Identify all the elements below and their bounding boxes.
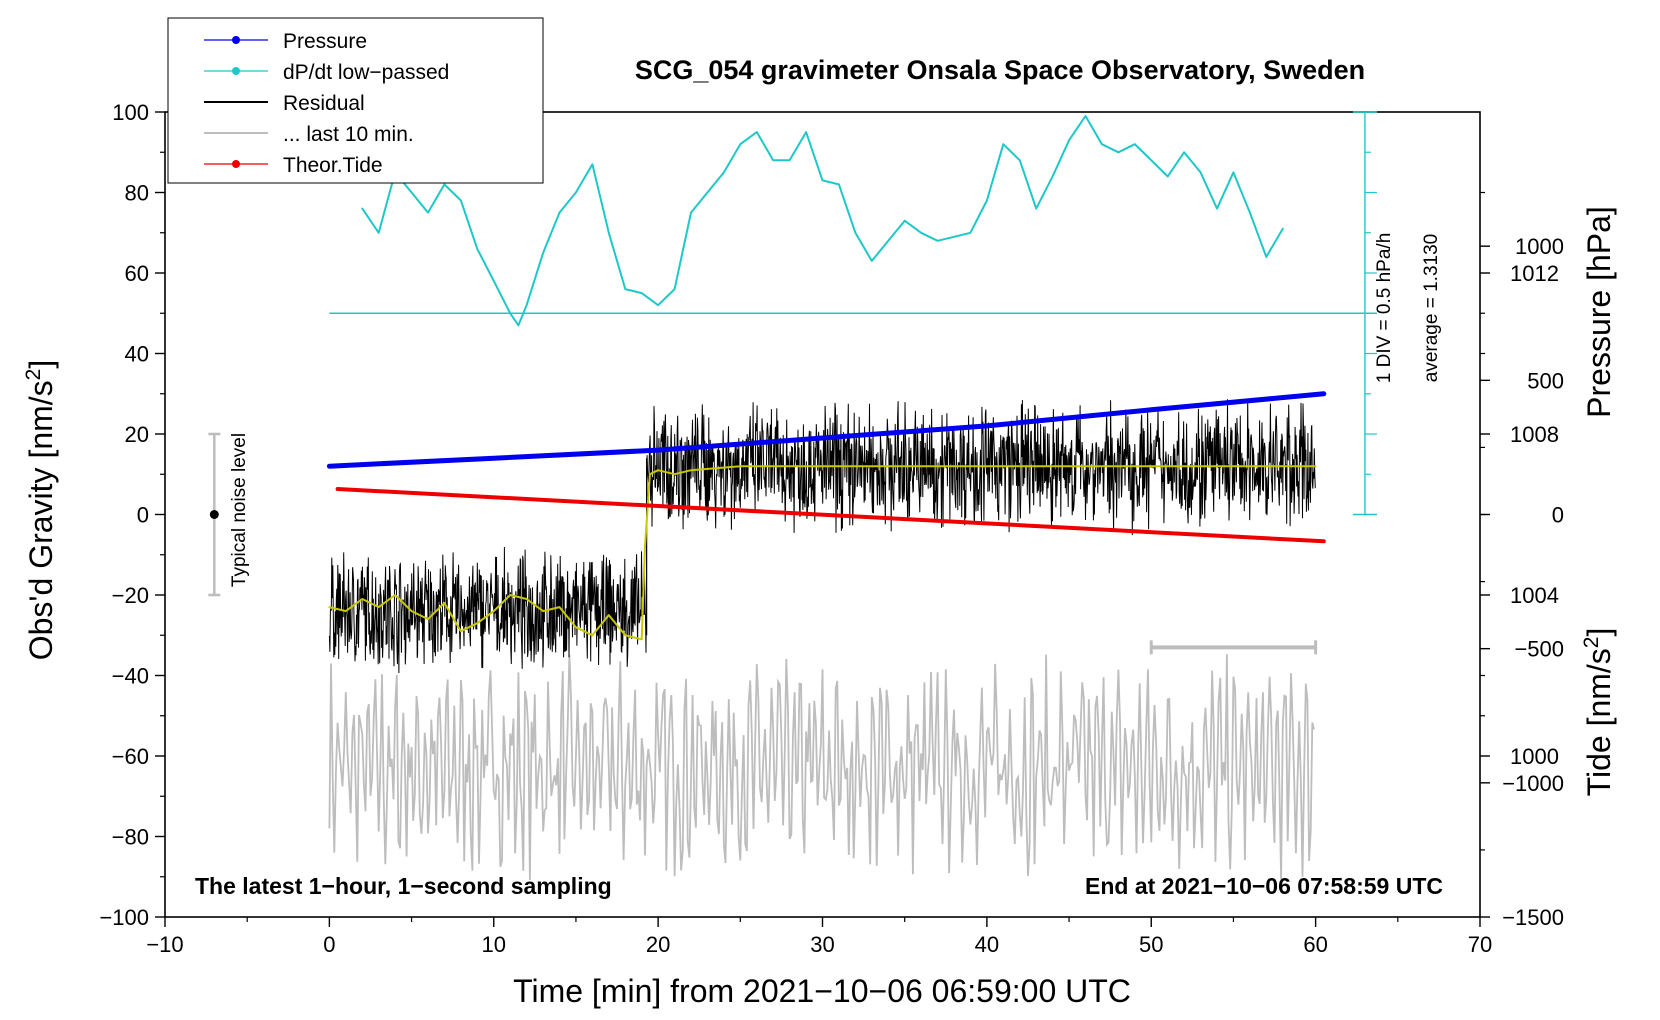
y-tick-label: −80 [112, 825, 149, 850]
y-tick-label: −60 [112, 744, 149, 769]
noise-indicator-label: Typical noise level [229, 433, 250, 587]
residual-line [328, 546, 647, 674]
y-tick-label: 100 [112, 100, 149, 125]
pressure-tick-label: 1000 [1510, 744, 1559, 769]
tide-tick-label: −500 [1514, 637, 1564, 662]
x-tick-label: 70 [1468, 932, 1492, 957]
y-tick-label: 40 [125, 342, 149, 367]
legend-label-residual: Residual [283, 92, 365, 115]
x-tick-label: 10 [482, 932, 506, 957]
pressure-tick-label: 1012 [1510, 261, 1559, 286]
axes: −10 0 10 20 30 40 50 60 70−100−80−60−40−20020406… [99, 100, 1564, 957]
footer-right-label: End at 2021−10−06 07:58:59 UTC [1085, 873, 1443, 899]
legend-label-tide: Theor.Tide [283, 154, 383, 177]
noise-indicator-point [209, 510, 219, 519]
x-tick-label: 50 [1139, 932, 1163, 957]
tide-tick-label: −1000 [1502, 771, 1564, 796]
pressure-tick-label: 1008 [1510, 422, 1559, 447]
legend-marker-tide [232, 160, 240, 168]
x-tick-label: 30 [810, 932, 834, 957]
x-tick-label: 40 [975, 932, 999, 957]
y-tick-label: −40 [112, 664, 149, 689]
x-tick-label: 0 [323, 932, 335, 957]
chart-title: SCG_054 gravimeter Onsala Space Observat… [635, 55, 1365, 85]
y-axis-title-pressure: Pressure [hPa] [1581, 206, 1617, 418]
series-dp-dt-low-passed [361, 115, 1284, 327]
pressure-tick-label: 1004 [1510, 583, 1559, 608]
data-series [208, 111, 1377, 881]
y-tick-label: 20 [125, 422, 149, 447]
y-tick-label: −20 [112, 583, 149, 608]
series-theor-tide [335, 487, 1326, 544]
legend-box [167, 17, 544, 184]
tide-tick-label: 1000 [1515, 234, 1564, 259]
legend-label-pressure: Pressure [283, 30, 367, 53]
legend-marker-dpdt [232, 67, 240, 75]
y-tick-label: 80 [125, 181, 149, 206]
dpdt-scale-labels: 1 DIV = 0.5 hPa/h average = 1.3130 [1374, 233, 1442, 384]
x-tick-label: −10 [146, 932, 183, 957]
legend-label-last10: ... last 10 min. [283, 123, 414, 146]
y-tick-label: −100 [99, 905, 149, 930]
footer-left-label: The latest 1−hour, 1−second sampling [195, 873, 612, 899]
x-tick-label: 20 [646, 932, 670, 957]
series-pressure [326, 391, 1327, 469]
tide-tick-label: −1500 [1502, 905, 1564, 930]
noise-indicator: Typical noise level [229, 433, 250, 587]
dpdt-average-label: average = 1.3130 [1421, 234, 1442, 382]
y-tick-label: 0 [137, 503, 149, 528]
series-residual-smoothed [328, 465, 1317, 641]
y-axis-title-gravity: Obs'd Gravity [nm/s2] [22, 360, 59, 661]
legend-label-dpdt: dP/dt low−passed [283, 61, 449, 84]
last-10-min-line [328, 654, 1315, 881]
y-tick-label: 60 [125, 261, 149, 286]
y-axis-title-tide: Tide [nm/s2] [1580, 628, 1617, 797]
dpdt-div-label: 1 DIV = 0.5 hPa/h [1374, 233, 1395, 384]
residual-line [646, 398, 1316, 536]
legend: Pressure dP/dt low−passed Residual ... l… [167, 17, 544, 184]
x-axis-title: Time [min] from 2021−10−06 06:59:00 UTC [513, 973, 1131, 1009]
tide-tick-label: 0 [1552, 503, 1564, 528]
legend-marker-pressure [232, 36, 240, 44]
tide-tick-label: 500 [1527, 368, 1564, 393]
x-tick-label: 60 [1303, 932, 1327, 957]
